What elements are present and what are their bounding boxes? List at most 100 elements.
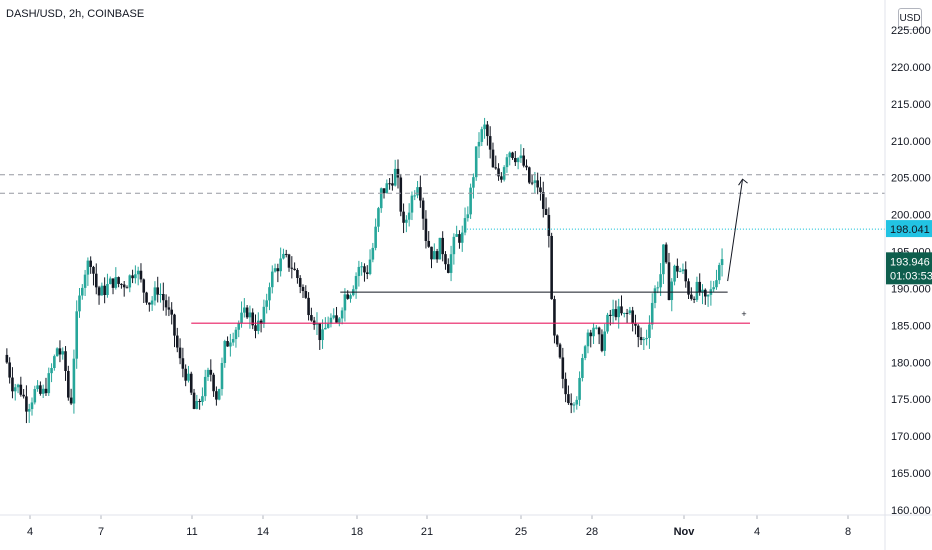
x-tick-label: 18 (351, 526, 363, 538)
candle-body (435, 251, 439, 260)
candle-body (639, 337, 643, 341)
candle-body (19, 384, 23, 395)
candle-body (83, 274, 87, 288)
candle-body (463, 218, 467, 233)
candle-body (329, 317, 333, 324)
candle-body (360, 266, 363, 268)
candle-body (483, 124, 486, 130)
candle-body (695, 281, 699, 300)
candle-body (150, 300, 154, 305)
y-tick-label: 175.000 (891, 394, 931, 406)
level-lines: + (0, 174, 885, 324)
candle-body (555, 335, 559, 345)
candle-body (111, 278, 115, 288)
candle-body (572, 404, 576, 406)
candle-body (533, 180, 537, 183)
candle-body (298, 277, 302, 287)
candle-body (16, 384, 20, 388)
current-price-tag (886, 252, 932, 285)
y-tick-label: 200.000 (891, 210, 931, 222)
candle-body (340, 310, 344, 319)
candle-body (262, 306, 266, 324)
candle-body (167, 307, 171, 310)
candle-body (659, 274, 662, 288)
candle-body (321, 329, 324, 341)
candle-body (614, 309, 618, 318)
candle-body (80, 287, 84, 296)
candle-body (597, 327, 601, 335)
candle-body (446, 264, 450, 273)
candle-body (187, 373, 190, 381)
candle-body (673, 265, 676, 282)
candle-body (44, 388, 48, 394)
candle-body (536, 180, 539, 188)
candle-body (209, 369, 213, 375)
candle-body (656, 287, 660, 289)
candle-body (625, 312, 629, 314)
candle-body (259, 320, 263, 324)
candle-body (578, 377, 581, 400)
candle-body (701, 289, 704, 293)
candle-body (645, 337, 648, 340)
candle-body (396, 168, 400, 178)
candle-body (231, 339, 235, 343)
candle-body (92, 266, 95, 274)
candle-body (636, 325, 640, 338)
candle-body (293, 268, 296, 270)
candle-body (97, 287, 101, 296)
candle-body (486, 124, 489, 137)
candle-body (480, 129, 484, 142)
candle-body (452, 236, 456, 255)
candle-body (516, 158, 520, 163)
candle-body (405, 219, 408, 223)
candle-body (581, 358, 584, 378)
candle-body (11, 377, 14, 392)
projection-arrow[interactable] (727, 179, 744, 282)
candle-body (55, 348, 59, 357)
candle-body (391, 183, 394, 186)
candle-body (622, 312, 626, 314)
candle-body (282, 253, 285, 259)
candle-body (243, 307, 246, 313)
candle-body (58, 348, 62, 355)
candle-body (441, 237, 444, 255)
candle-body (388, 183, 391, 185)
candle-body (469, 187, 472, 215)
candle-body (8, 362, 11, 378)
candle-body (173, 314, 176, 336)
candle-body (248, 312, 252, 318)
candle-body (458, 234, 461, 243)
x-tick-label: 4 (27, 526, 33, 538)
candle-body (78, 295, 81, 312)
candle-body (304, 291, 308, 298)
candle-body (318, 323, 322, 341)
candle-body (692, 298, 696, 300)
candle-body (240, 312, 243, 324)
candle-body (558, 344, 562, 358)
candle-body (530, 182, 534, 184)
candle-body (488, 136, 492, 150)
candle-body (195, 400, 199, 409)
candle-body (491, 149, 495, 168)
candle-body (5, 354, 9, 363)
candle-body (589, 332, 593, 337)
candle-body (117, 277, 120, 284)
candle-body (511, 152, 514, 159)
candle-body (430, 246, 433, 260)
candle-body (363, 266, 366, 273)
candle-body (234, 329, 238, 340)
candle-body (497, 168, 500, 177)
currency-button[interactable]: USD (898, 8, 922, 30)
candle-body (69, 397, 73, 404)
candle-body (22, 394, 25, 397)
candle-body (715, 280, 718, 288)
y-tick-label: 160.000 (891, 505, 931, 517)
y-tick-label: 205.000 (891, 173, 931, 185)
candle-body (628, 310, 632, 314)
candle-body (460, 232, 464, 243)
candle-body (229, 342, 232, 347)
candle-body (237, 323, 241, 330)
candle-body (13, 387, 17, 392)
candle-body (47, 373, 51, 394)
